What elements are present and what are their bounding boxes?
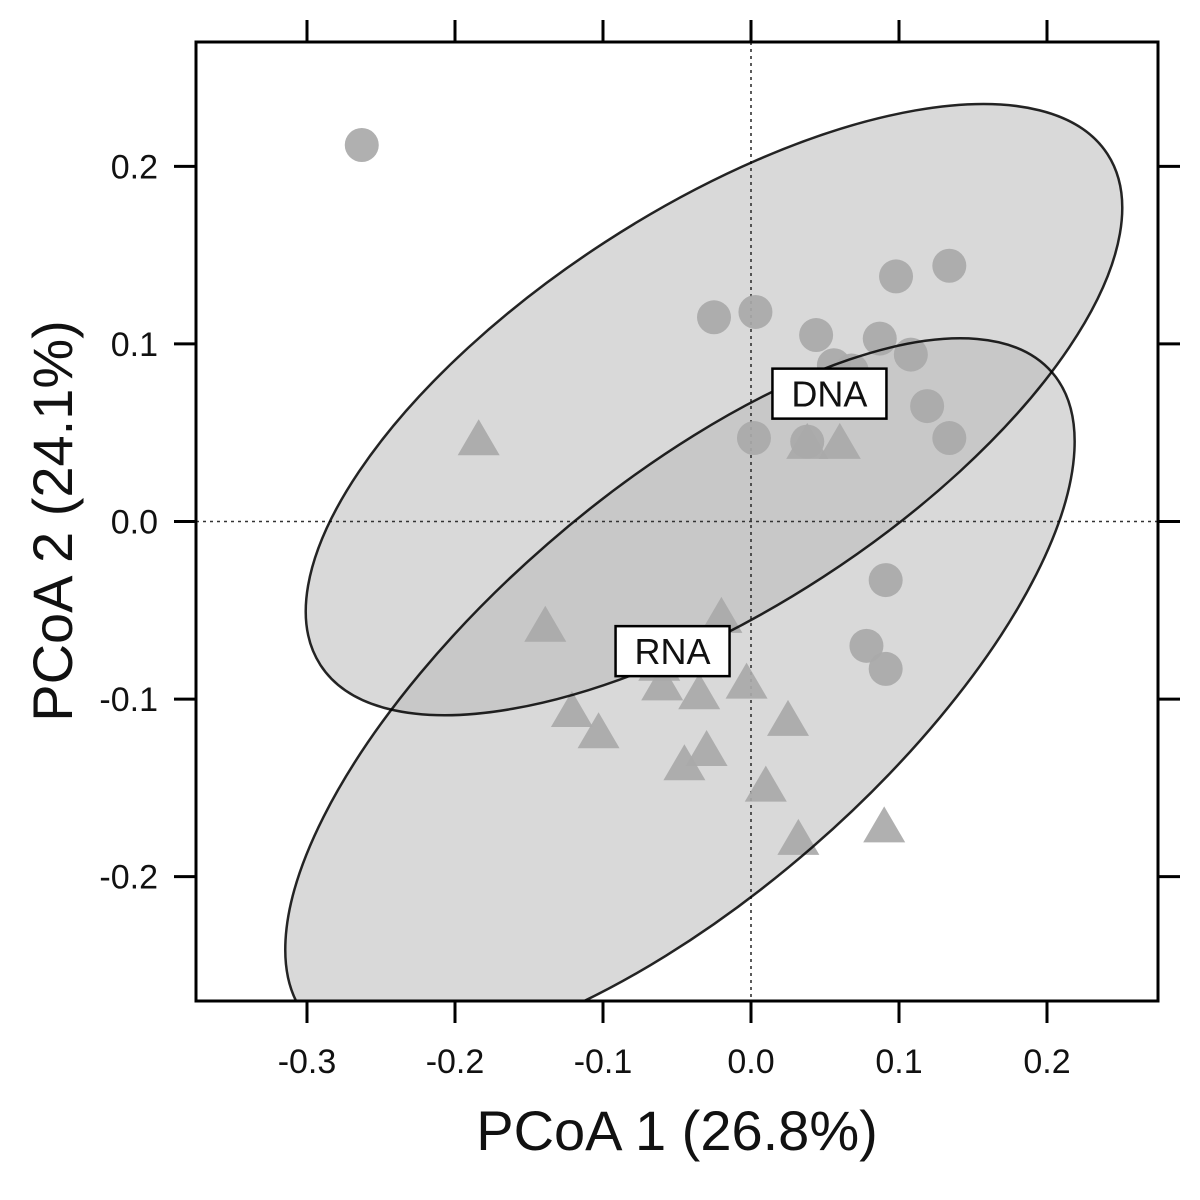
dna-point <box>910 389 945 424</box>
rna-point <box>863 806 906 843</box>
x-tick-label: 0.1 <box>875 1043 922 1081</box>
rna-label-text: RNA <box>635 631 711 672</box>
ellipse-outlines-layer <box>284 102 1124 1001</box>
rna-point <box>685 730 728 767</box>
y-axis-label: PCoA 2 (24.1%) <box>21 320 84 722</box>
y-tick-label: -0.2 <box>99 859 158 897</box>
rna-point <box>767 699 809 736</box>
y-tick-label: 0.2 <box>111 148 158 186</box>
x-tick-label: -0.2 <box>426 1043 485 1081</box>
dna-point <box>868 651 903 686</box>
dna-ellipse-outline <box>304 102 1124 717</box>
dna-point <box>932 248 967 283</box>
dna-point <box>344 128 379 163</box>
dna-label: DNA <box>771 367 888 420</box>
rna-point <box>641 664 684 701</box>
y-tick-label: 0.1 <box>111 326 158 364</box>
rna-point <box>577 712 620 749</box>
rna-label: RNA <box>614 624 731 678</box>
rna-point <box>700 596 743 633</box>
rna-point <box>663 744 706 781</box>
dna-point <box>799 318 834 353</box>
x-tick-label: 0.0 <box>727 1043 774 1081</box>
rna-point <box>524 605 567 642</box>
rna-point <box>725 662 768 699</box>
x-tick-label: 0.2 <box>1023 1043 1070 1081</box>
dna-point <box>868 563 903 598</box>
rna-point <box>818 422 861 459</box>
dna-point <box>879 259 914 294</box>
dna-ellipse <box>305 104 1123 716</box>
rna-point <box>786 422 829 459</box>
rna-point <box>550 690 593 727</box>
rna-ellipse-outline <box>284 337 1076 1001</box>
x-tick-label: -0.3 <box>278 1043 337 1081</box>
dna-point <box>738 294 773 329</box>
dna-point <box>736 421 771 456</box>
ticks-layer: -0.3 -0.2 -0.1 0.0 0.1 0.2 -0.2 -0.1 0.0 0.1 0.2 <box>99 20 1180 1081</box>
x-tick-label: -0.1 <box>574 1043 633 1081</box>
rna-point <box>678 673 721 710</box>
ellipses-layer <box>285 104 1123 1001</box>
reference-lines <box>196 42 1158 1001</box>
rna-point <box>777 818 820 855</box>
y-tick-label: 0.0 <box>111 504 158 542</box>
dna-point <box>697 300 731 335</box>
dna-point <box>932 421 967 456</box>
rna-point <box>744 765 787 802</box>
y-tick-label: -0.1 <box>99 681 158 719</box>
rna-point <box>457 419 500 456</box>
dna-point <box>849 628 884 663</box>
group-labels-layer: DNA RNA <box>614 367 888 678</box>
x-axis-label: PCoA 1 (26.8%) <box>476 1099 878 1162</box>
dna-label-text: DNA <box>791 374 867 415</box>
